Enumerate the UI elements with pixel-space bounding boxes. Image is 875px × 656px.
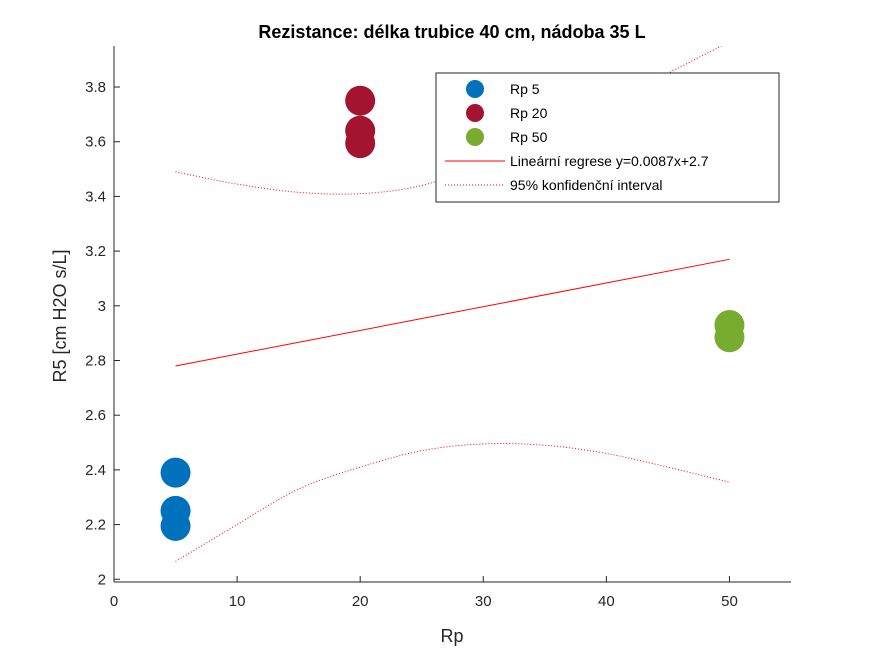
- data-points: [160, 85, 745, 541]
- y-tick-label: 3.8: [85, 79, 106, 96]
- chart-title: Rezistance: délka trubice 40 cm, nádoba …: [258, 22, 645, 42]
- x-axis-ticks: 0 10 20 30 40 50: [110, 576, 738, 610]
- y-tick-label: 2.2: [85, 517, 106, 534]
- y-tick-label: 3.6: [85, 134, 106, 151]
- x-tick-label: 10: [229, 593, 246, 610]
- legend-marker: [466, 80, 484, 98]
- x-tick-label: 50: [721, 593, 738, 610]
- y-tick-label: 2.8: [85, 352, 106, 369]
- legend-marker: [466, 104, 484, 122]
- data-point-series-3: [714, 322, 745, 353]
- y-tick-label: 3.4: [85, 188, 106, 205]
- legend-label: Lineární regrese y=0.0087x+2.7: [510, 153, 709, 169]
- data-point-series-2: [345, 85, 376, 116]
- x-axis-label: Rp: [440, 626, 463, 646]
- legend-label: Rp 20: [510, 105, 548, 121]
- y-axis-label: R5 [cm H2O s/L]: [50, 249, 70, 382]
- ci-lower-line: [175, 443, 730, 562]
- data-point-series-2: [345, 128, 376, 159]
- data-point-series-1: [160, 510, 191, 541]
- data-point-series-1: [160, 457, 191, 488]
- y-tick-label: 2: [98, 571, 106, 588]
- y-tick-label: 3.2: [85, 243, 106, 260]
- regression-line: [175, 258, 730, 367]
- x-tick-label: 0: [110, 593, 118, 610]
- legend-label: Rp 5: [510, 81, 540, 97]
- y-tick-label: 2.4: [85, 462, 106, 479]
- y-axis-ticks: 2 2.2 2.4 2.6 2.8 3 3.2 3.4 3.6 3.8: [85, 79, 120, 588]
- y-tick-label: 3: [98, 298, 106, 315]
- legend-label: 95% konfidenční interval: [510, 177, 663, 193]
- legend: Rp 5 Rp 20 Rp 50 Lineární regrese y=0.0087x…: [435, 72, 780, 203]
- y-tick-label: 2.6: [85, 407, 106, 424]
- x-tick-label: 20: [352, 593, 369, 610]
- x-tick-label: 40: [598, 593, 615, 610]
- x-tick-label: 30: [475, 593, 492, 610]
- legend-marker: [466, 128, 484, 146]
- legend-box: [435, 72, 780, 203]
- legend-label: Rp 50: [510, 129, 548, 145]
- regression-line-group: [175, 258, 730, 367]
- legend-items: Rp 5 Rp 20 Rp 50 Lineární regrese y=0.0087x…: [445, 80, 709, 193]
